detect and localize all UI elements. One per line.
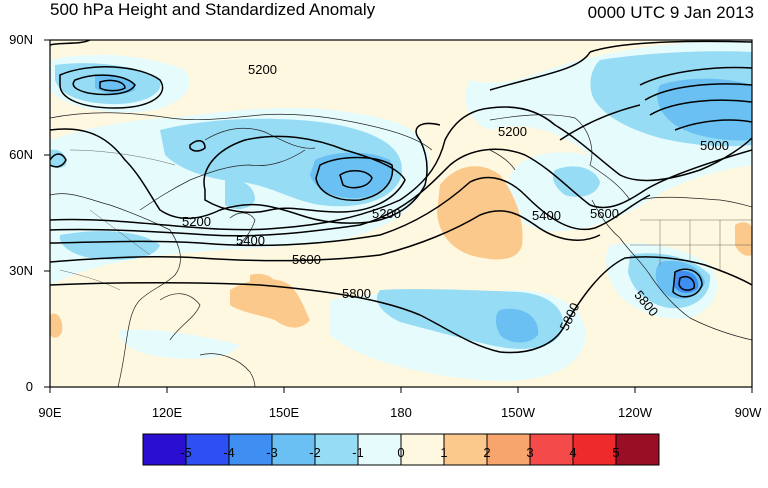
colorbar-tick-label: 5 [612,445,620,460]
colorbar-swatch [357,433,402,466]
colorbar-tick-label: 3 [526,445,534,460]
contour-label: 5200 [498,124,527,139]
map-area: 5200 5200 5200 5200 5000 5400 5400 5600 … [50,40,752,387]
lon-label-150e: 150E [268,405,300,420]
political-borders [59,149,752,291]
colorbar-swatch [400,433,445,466]
lat-label-30n: 30N [9,263,33,278]
axis-ticks [44,39,753,393]
contour-label: 5600 [292,252,321,267]
colorbar-swatch [228,433,273,466]
contour-label: 5200 [182,214,211,229]
colorbar-swatch [314,433,359,466]
time-label: 0000 UTC 9 Jan 2013 [587,3,754,22]
colorbar-tick-label: 4 [569,445,577,460]
contour-label: 5200 [372,206,401,221]
very-strong-negative-anomaly [673,270,699,294]
colorbar-tick-label: 0 [397,445,405,460]
colorbar-tick-label: 1 [440,445,448,460]
colorbar [142,433,660,466]
contour-label: 5400 [236,233,265,248]
lon-label-180: 180 [390,405,412,420]
lon-label-120w: 120W [618,405,652,420]
lat-label-90n: 90N [9,32,33,47]
coastlines [50,112,752,387]
lat-label-0: 0 [25,379,33,394]
contour-label: 5600 [590,206,619,221]
positive-anomaly [50,166,752,338]
height-contours [50,40,752,354]
lon-label-150w: 150W [501,405,535,420]
contour-label: 5200 [248,62,277,77]
colorbar-tick-label: -5 [180,445,192,460]
colorbar-tick-label: -1 [352,445,364,460]
colorbar-swatch [486,433,531,466]
colorbar-tick-label: -4 [223,445,235,460]
contour-label: 5000 [700,138,729,153]
lon-label-90e: 90E [38,405,62,420]
contour-label: 5400 [532,208,561,223]
lon-label-90w: 90W [734,405,762,420]
colorbar-tick-label: 2 [483,445,491,460]
lon-label-120e: 120E [151,405,183,420]
colorbar-swatch [615,433,660,466]
colorbar-tick-label: -3 [266,445,278,460]
contour-label: 5800 [342,286,371,301]
lat-label-60n: 60N [9,147,33,162]
contour-label-group: 5200 5200 5200 5200 5000 5400 5400 5600 … [182,62,729,333]
colorbar-tick-label: -2 [309,445,321,460]
map-title: 500 hPa Height and Standardized Anomaly [50,0,376,19]
